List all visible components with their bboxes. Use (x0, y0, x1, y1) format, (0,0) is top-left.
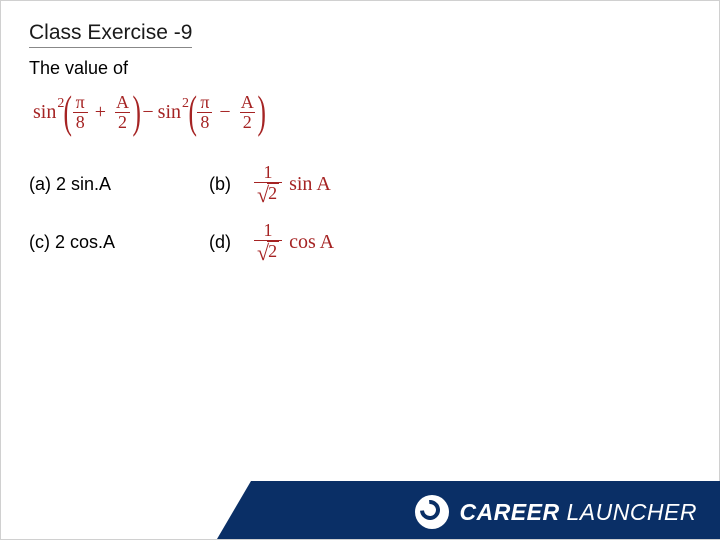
main-expression: sin 2 ( π 8 + A 2 ) − sin 2 ( π 8 − A (33, 93, 263, 132)
brand-light: LAUNCHER (560, 499, 697, 525)
frac-1-root2-b: 1 √ 2 (254, 163, 282, 206)
slide-container: Class Exercise -9 The value of sin 2 ( π… (0, 0, 720, 540)
sqrt-d: √ 2 (257, 241, 279, 262)
content-area: Class Exercise -9 The value of sin 2 ( π… (1, 1, 719, 298)
exercise-title: Class Exercise -9 (29, 21, 192, 48)
frac-pi8-2: π 8 (197, 93, 212, 132)
fn-sin-1: sin (33, 101, 56, 124)
option-d-trailing: cos A (289, 231, 334, 254)
footer: CAREER LAUNCHER (1, 481, 720, 539)
option-b-trailing: sin A (289, 173, 331, 196)
minus-inner: − (219, 101, 230, 124)
option-a: (a) 2 sin.A (29, 174, 209, 195)
frac-a2-1: A 2 (113, 93, 132, 132)
options-block: (a) 2 sin.A (b) 1 √ 2 sin A (29, 162, 691, 266)
fn-sin-2: sin (158, 101, 181, 124)
plus-op: + (95, 101, 106, 124)
sqrt-b: √ 2 (257, 183, 279, 204)
brand-text: CAREER LAUNCHER (459, 499, 697, 526)
frac-a2-2: A 2 (238, 93, 257, 132)
prompt-text: The value of (29, 58, 691, 79)
option-b-label: (b) (209, 174, 251, 195)
frac-1-root2-d: 1 √ 2 (254, 221, 282, 264)
option-b-expression: 1 √ 2 sin A (251, 163, 331, 206)
option-row-2: (c) 2 cos.A (d) 1 √ 2 cos A (29, 220, 691, 266)
option-d-label: (d) (209, 232, 251, 253)
brand-logo-icon (415, 495, 449, 529)
minus-middle: − (142, 101, 153, 124)
footer-triangle (217, 481, 251, 539)
footer-brand: CAREER LAUNCHER (415, 495, 697, 529)
option-c: (c) 2 cos.A (29, 232, 209, 253)
frac-pi8-1: π 8 (73, 93, 88, 132)
brand-bold: CAREER (459, 499, 559, 525)
option-row-1: (a) 2 sin.A (b) 1 √ 2 sin A (29, 162, 691, 208)
option-d-expression: 1 √ 2 cos A (251, 221, 334, 264)
